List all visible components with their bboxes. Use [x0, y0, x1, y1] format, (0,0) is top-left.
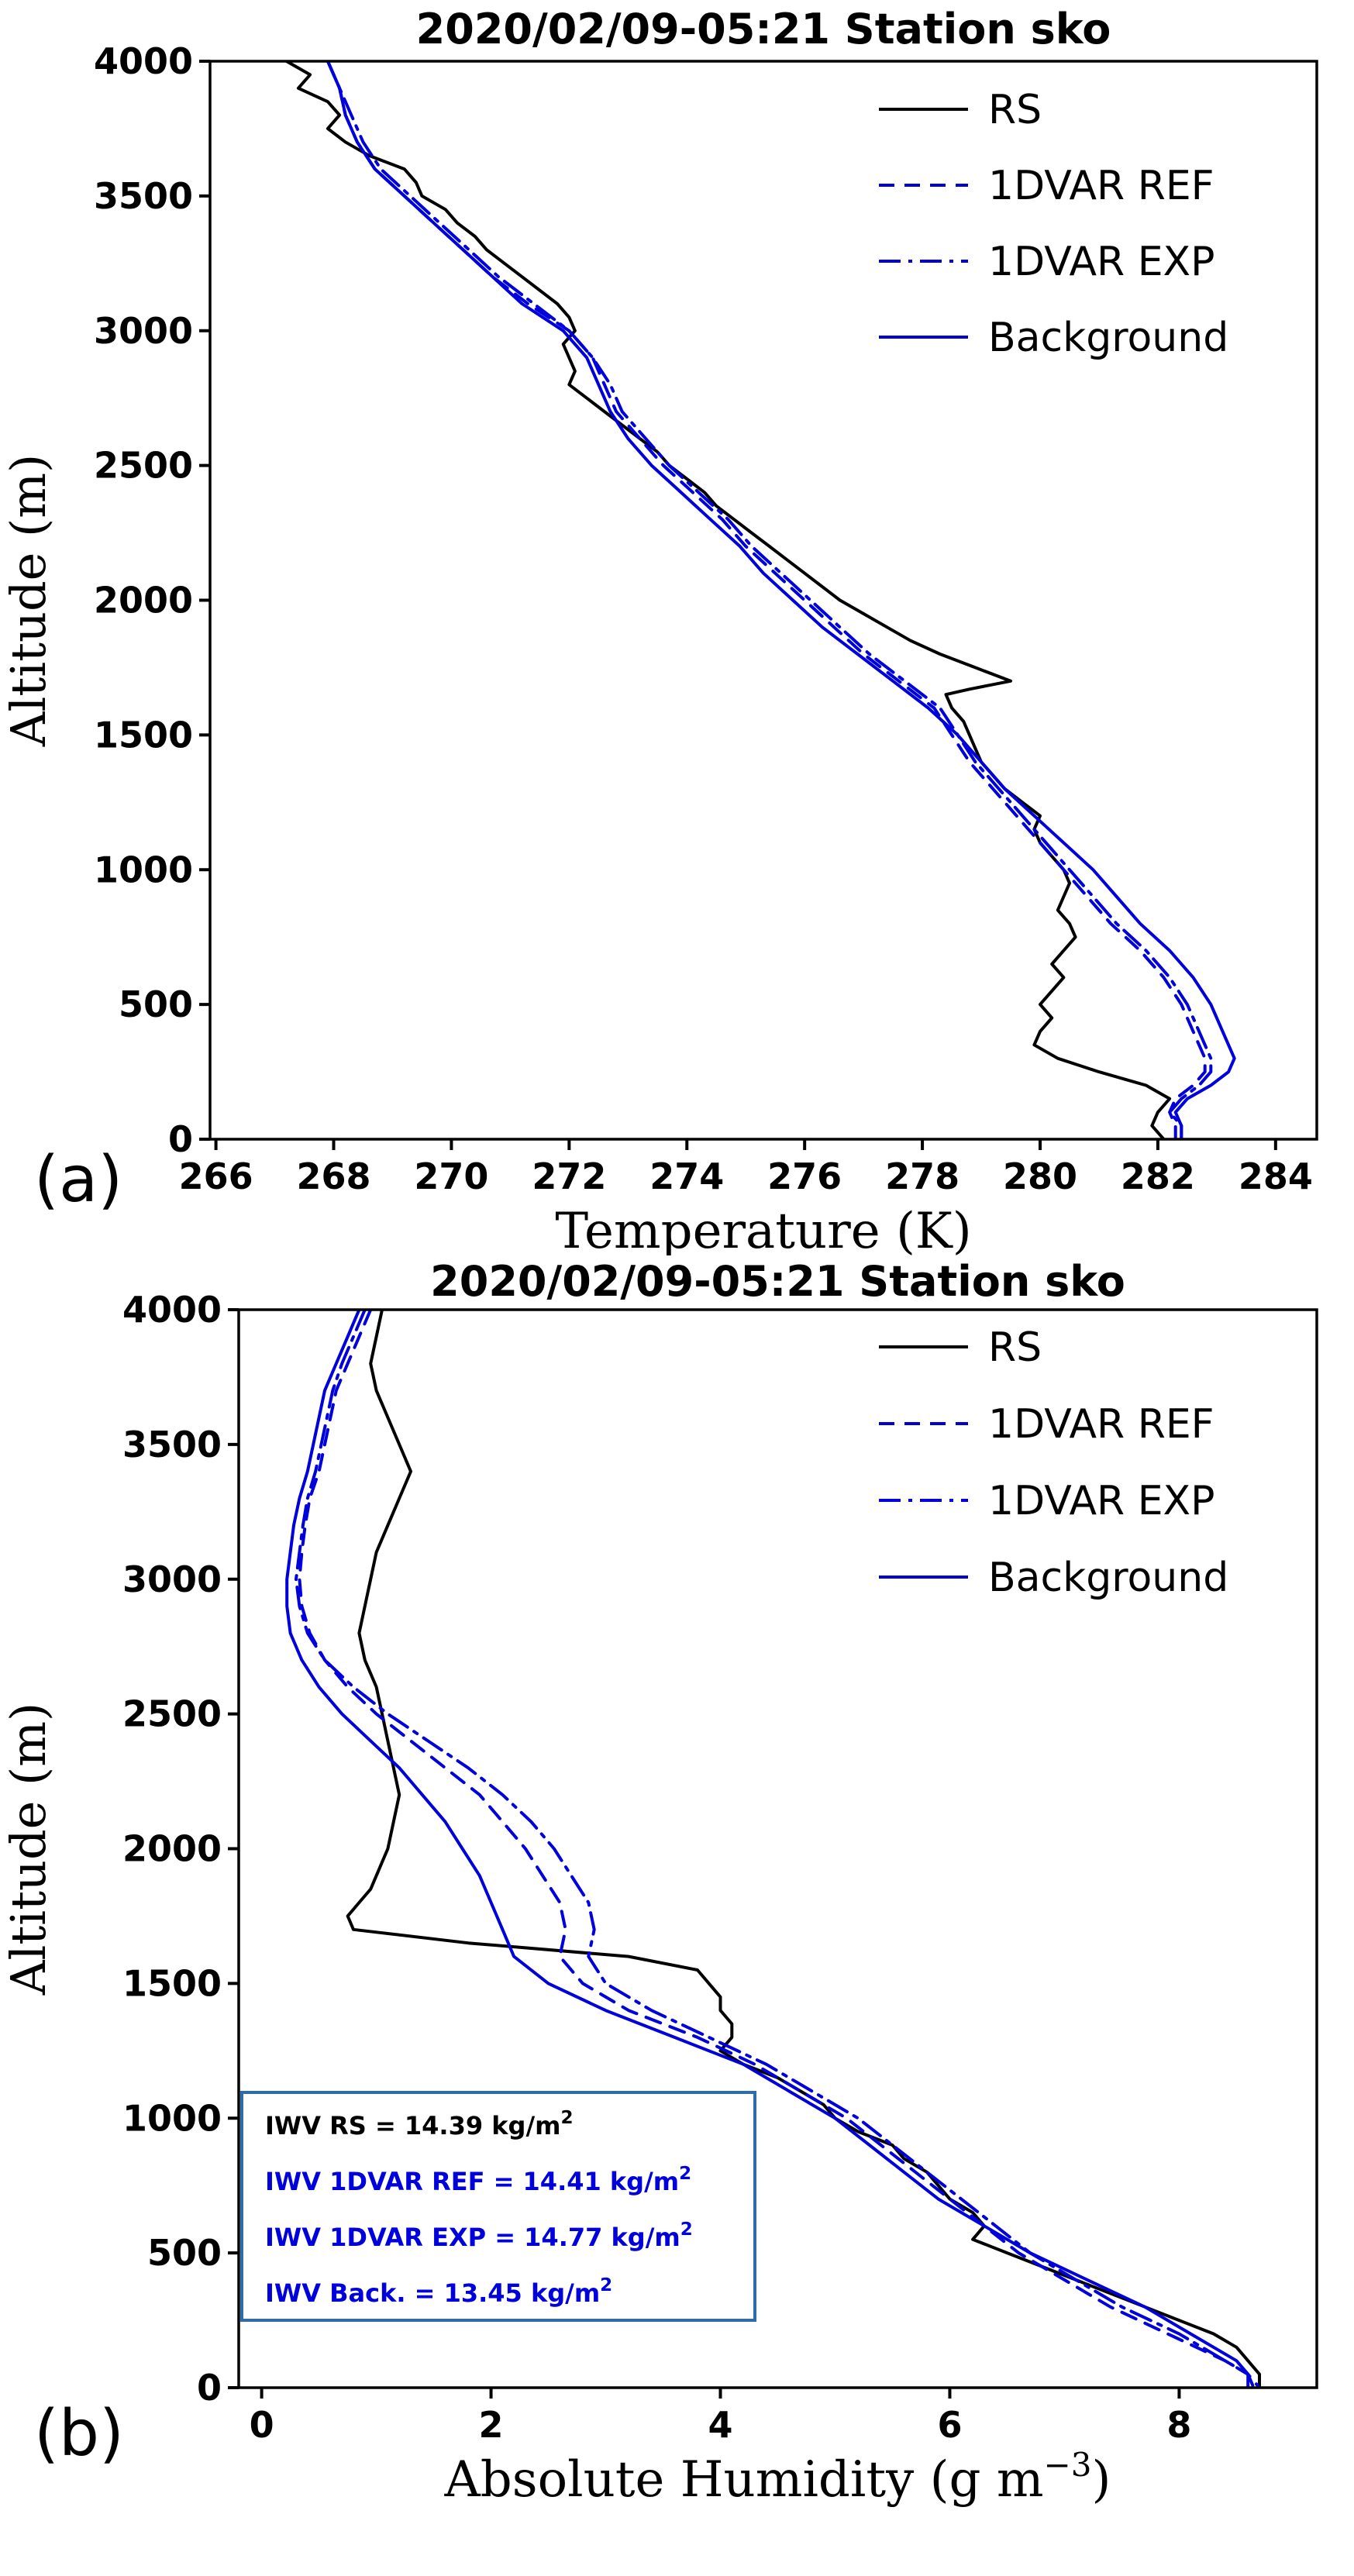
iwv-line: IWV Back. = 13.45 kg/m2 [265, 2275, 612, 2308]
iwv-box: IWV RS = 14.39 kg/m2 IWV 1DVAR REF = 14.4… [240, 2091, 756, 2322]
x-tick-label: 282 [1121, 1155, 1195, 1197]
x-tick-label: 266 [179, 1155, 253, 1197]
y-tick-label: 4000 [94, 40, 193, 82]
iwv-line: IWV 1DVAR REF = 14.41 kg/m2 [265, 2164, 691, 2196]
series-rs [346, 1310, 1261, 2388]
iwv-line: IWV 1DVAR EXP = 14.77 kg/m2 [265, 2220, 693, 2252]
legend-label: RS [988, 1324, 1042, 1371]
y-tick-label: 4000 [122, 1289, 222, 1331]
chart-background [0, 1255, 1354, 2576]
y-tick-label: 3500 [94, 175, 193, 217]
y-tick-label: 0 [197, 2367, 222, 2409]
x-tick-label: 2 [479, 2404, 504, 2446]
panel-a-label: (a) [34, 1143, 123, 1217]
series-group [284, 61, 1236, 1139]
y-axis-label: Altitude (m) [0, 454, 57, 747]
y-axis-ticks: 0 500 1000 1500 2000 2500 3000 3500 4000 [94, 40, 210, 1160]
y-tick-label: 1000 [122, 2097, 222, 2139]
x-tick-label: 276 [767, 1155, 842, 1197]
y-tick-label: 2000 [94, 580, 193, 622]
y-tick-label: 3500 [122, 1424, 222, 1465]
x-tick-label: 278 [885, 1155, 960, 1197]
chart-title: 2020/02/09-05:21 Station sko [430, 1257, 1125, 1306]
x-tick-label: 6 [937, 2404, 962, 2446]
chart-background [0, 0, 1354, 1255]
x-axis-label: Absolute Humidity (g m−3) [444, 2446, 1111, 2509]
legend-label: 1DVAR REF [988, 1401, 1214, 1448]
y-tick-label: 3000 [122, 1558, 222, 1600]
series-1dvar-exp [326, 61, 1213, 1139]
temperature-profile-chart: 2020/02/09-05:21 Station sko 266 268 270 272… [0, 0, 1354, 1255]
legend-label: 1DVAR EXP [988, 239, 1215, 285]
y-tick-label: 1500 [94, 714, 193, 756]
y-tick-label: 2500 [94, 445, 193, 487]
x-tick-label: 270 [414, 1155, 488, 1197]
x-tick-label: 284 [1239, 1155, 1313, 1197]
legend-label: Background [988, 1555, 1228, 1601]
y-tick-label: 1000 [94, 849, 193, 890]
panel-b-label: (b) [34, 2397, 125, 2471]
x-axis-ticks: 0 2 4 6 8 [250, 2388, 1191, 2446]
y-tick-label: 2000 [122, 1828, 222, 1870]
series-background [285, 1310, 1250, 2388]
legend: RS 1DVAR REF 1DVAR EXP Background [879, 87, 1228, 361]
humidity-profile-chart: 2020/02/09-05:21 Station sko 0 2 4 6 8 0 500 100… [0, 1255, 1354, 2576]
legend: RS 1DVAR REF 1DVAR EXP Background [879, 1324, 1228, 1601]
series-background [326, 61, 1236, 1139]
x-tick-label: 268 [296, 1155, 370, 1197]
y-tick-label: 0 [168, 1118, 193, 1160]
x-tick-label: 8 [1166, 2404, 1191, 2446]
series-group [285, 1310, 1261, 2388]
x-tick-label: 272 [532, 1155, 606, 1197]
x-tick-label: 280 [1003, 1155, 1077, 1197]
x-tick-label: 274 [649, 1155, 724, 1197]
y-axis-label: Altitude (m) [0, 1703, 57, 1996]
series-1dvar-exp [295, 1310, 1256, 2388]
y-tick-label: 3000 [94, 310, 193, 352]
legend-label: Background [988, 315, 1228, 361]
series-1dvar-ref [298, 1310, 1261, 2388]
x-tick-label: 4 [708, 2404, 733, 2446]
series-rs [284, 61, 1172, 1139]
y-tick-label: 500 [119, 983, 193, 1025]
chart-title: 2020/02/09-05:21 Station sko [416, 5, 1111, 53]
x-tick-label: 0 [250, 2404, 274, 2446]
iwv-line: IWV RS = 14.39 kg/m2 [265, 2108, 574, 2140]
plot-border [237, 1308, 1318, 2389]
legend-label: 1DVAR EXP [988, 1478, 1215, 1524]
y-tick-label: 2500 [122, 1693, 222, 1735]
legend-label: RS [988, 87, 1042, 133]
y-tick-label: 500 [147, 2232, 222, 2274]
x-axis-label: Temperature (K) [555, 1203, 971, 1255]
y-axis-ticks: 0 500 1000 1500 2000 2500 3000 3500 4000 [122, 1289, 239, 2409]
iwv-box-border [240, 2091, 756, 2322]
x-axis-ticks: 266 268 270 272 274 276 278 280 282 284 [179, 1139, 1313, 1197]
y-tick-label: 1500 [122, 1962, 222, 2004]
legend-label: 1DVAR REF [988, 163, 1214, 209]
plot-border [208, 60, 1318, 1141]
